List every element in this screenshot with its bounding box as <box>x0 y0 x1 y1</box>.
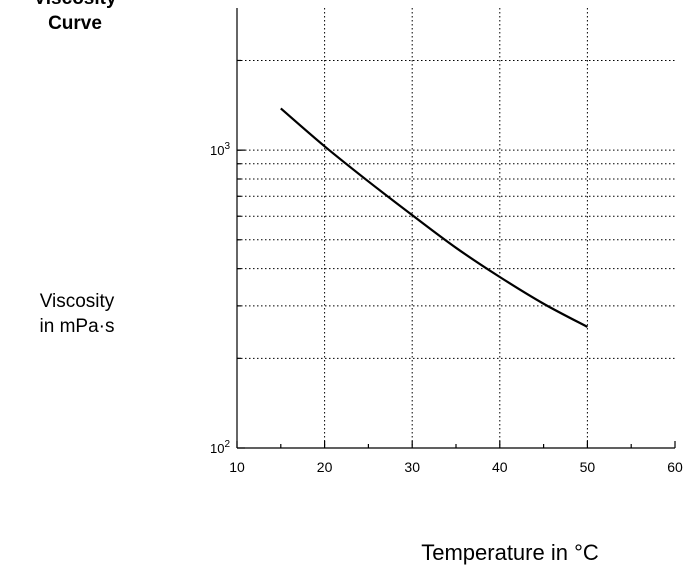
x-tick-label: 60 <box>667 459 683 475</box>
x-tick-label: 40 <box>492 459 508 475</box>
y-tick-label: 102 <box>210 439 230 456</box>
chart-title-line-2: Curve <box>48 13 102 34</box>
y-tick-label: 103 <box>210 141 230 158</box>
y-axis-label-line-1: Viscosity <box>39 291 115 312</box>
series-line-0 <box>280 107 588 328</box>
x-tick-label: 10 <box>229 459 245 475</box>
y-axis-label: Viscosity in mPa·s <box>22 289 132 339</box>
x-tick-label: 30 <box>404 459 420 475</box>
chart-title-line-1: Viscosity <box>0 0 150 11</box>
x-tick-label: 20 <box>317 459 333 475</box>
x-tick-label: 50 <box>580 459 596 475</box>
chart-title: Viscosity Curve <box>0 0 150 36</box>
x-axis-label: Temperature in °C <box>421 540 599 565</box>
y-axis-label-line-2: in mPa·s <box>39 316 115 337</box>
